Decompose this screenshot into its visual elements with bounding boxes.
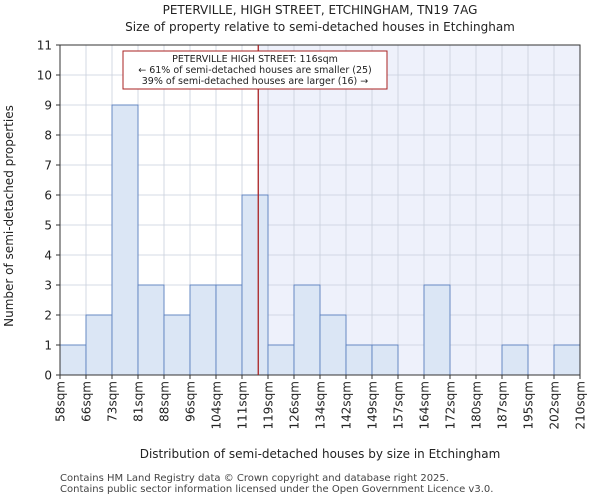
bar	[501, 344, 529, 376]
bar	[423, 284, 451, 376]
y-tick-label: 11	[37, 39, 52, 53]
y-axis-ticks: 0 1 2 3 4 5 6 7 8 9 10 11	[37, 39, 60, 383]
x-tick-label: 119sqm	[262, 381, 276, 429]
bar	[319, 314, 347, 376]
bar	[137, 284, 165, 376]
x-tick-label: 164sqm	[418, 381, 432, 429]
x-tick-label: 202sqm	[548, 381, 562, 429]
bar	[215, 284, 243, 376]
y-tick-label: 9	[44, 99, 52, 113]
x-axis-label: Distribution of semi-detached houses by …	[140, 447, 501, 461]
x-tick-label: 104sqm	[210, 381, 224, 429]
x-tick-label: 88sqm	[158, 381, 172, 422]
x-axis-ticks: 58sqm 66sqm 73sqm 81sqm 88sqm 96sqm 104sqm 111s…	[54, 375, 588, 429]
bar	[371, 344, 399, 376]
x-tick-label: 172sqm	[444, 381, 458, 429]
x-tick-label: 187sqm	[496, 381, 510, 429]
x-tick-label: 157sqm	[392, 381, 406, 429]
bar	[345, 344, 373, 376]
x-tick-label: 111sqm	[236, 381, 250, 429]
x-tick-label: 66sqm	[80, 381, 94, 422]
x-tick-label: 195sqm	[522, 381, 536, 429]
y-tick-label: 5	[44, 219, 52, 233]
y-axis-label: Number of semi-detached properties	[2, 105, 16, 327]
y-tick-label: 4	[44, 249, 52, 263]
y-tick-label: 3	[44, 279, 52, 293]
x-tick-label: 81sqm	[132, 381, 146, 422]
y-tick-label: 0	[44, 369, 52, 383]
bar	[59, 344, 87, 376]
y-tick-label: 6	[44, 189, 52, 203]
plot-frame	[59, 44, 581, 376]
x-tick-label: 210sqm	[574, 381, 588, 429]
x-tick-label: 58sqm	[54, 381, 68, 422]
y-tick-label: 10	[37, 69, 52, 83]
bar	[111, 104, 139, 376]
footer-copyright: Contains HM Land Registry data © Crown c…	[60, 473, 449, 484]
x-tick-label: 126sqm	[288, 381, 302, 429]
y-tick-label: 1	[44, 339, 52, 353]
chart-title: PETERVILLE, HIGH STREET, ETCHINGHAM, TN1…	[163, 3, 478, 17]
annotation-box	[122, 50, 388, 90]
x-tick-label: 134sqm	[314, 381, 328, 429]
bar	[189, 284, 217, 376]
footer-licence: Contains public sector information licen…	[60, 484, 494, 495]
bar	[163, 314, 191, 376]
annotation-line-3: 39% of semi-detached houses are larger (…	[142, 76, 369, 87]
bar	[293, 284, 321, 376]
bar	[553, 344, 581, 376]
annotation-line-1: PETERVILLE HIGH STREET: 116sqm	[172, 54, 338, 65]
y-tick-label: 2	[44, 309, 52, 323]
chart-subtitle: Size of property relative to semi-detach…	[125, 20, 515, 34]
bar	[241, 194, 269, 376]
x-tick-label: 142sqm	[340, 381, 354, 429]
x-tick-label: 73sqm	[106, 381, 120, 422]
x-tick-label: 96sqm	[184, 381, 198, 422]
bars	[59, 104, 581, 376]
bar	[267, 344, 295, 376]
x-tick-label: 149sqm	[366, 381, 380, 429]
x-tick-label: 180sqm	[470, 381, 484, 429]
annotation-line-2: ← 61% of semi-detached houses are smalle…	[138, 65, 372, 76]
y-tick-label: 7	[44, 159, 52, 173]
bar	[85, 314, 113, 376]
y-tick-label: 8	[44, 129, 52, 143]
